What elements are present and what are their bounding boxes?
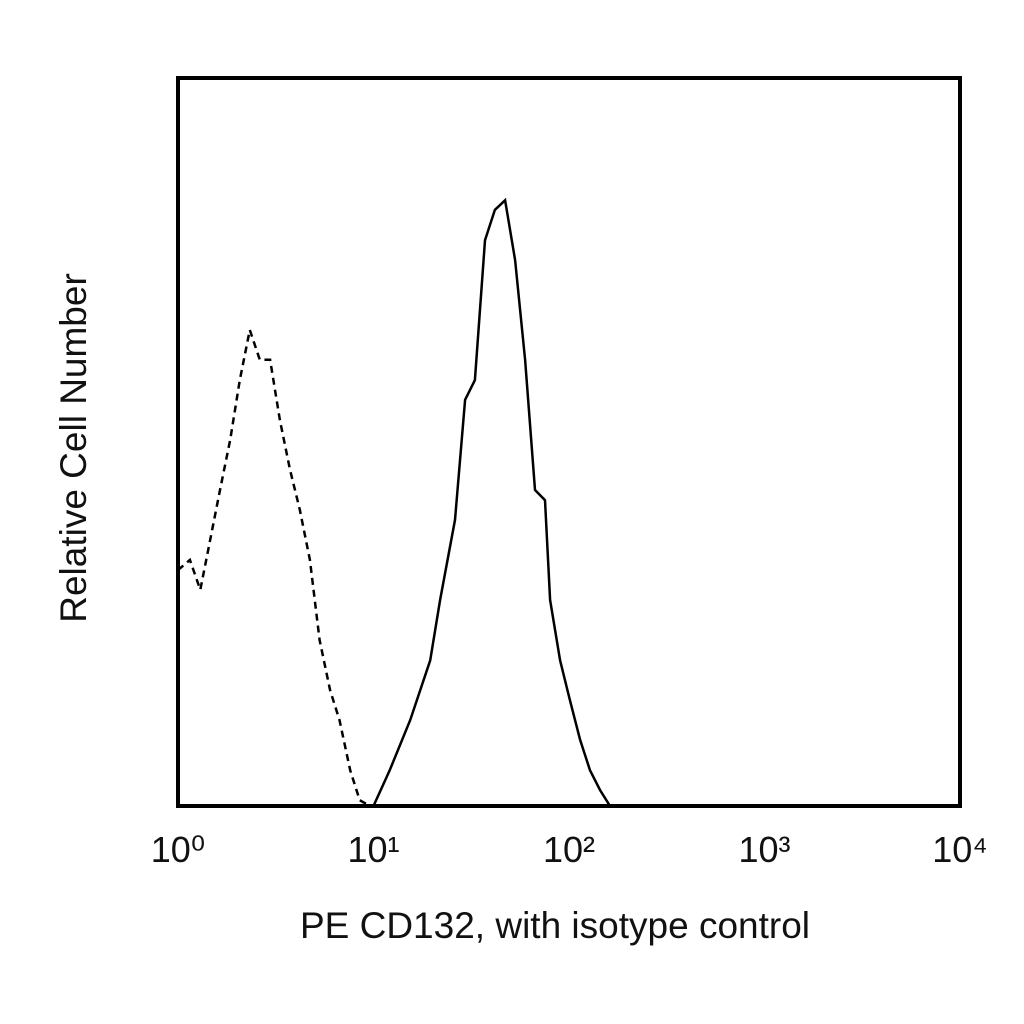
x-axis-title: PE CD132, with isotype control	[300, 905, 810, 946]
x-tick-label: 10⁰	[151, 829, 205, 870]
x-tick-label: 10³	[738, 829, 790, 870]
x-tick-label: 10²	[543, 829, 595, 870]
x-tick-label: 10⁴	[932, 829, 988, 870]
plot-frame	[176, 76, 962, 808]
x-tick-label: 10¹	[347, 829, 399, 870]
histogram-line	[177, 325, 371, 808]
histogram-line	[372, 197, 612, 807]
y-axis-title: Relative Cell Number	[53, 273, 94, 623]
